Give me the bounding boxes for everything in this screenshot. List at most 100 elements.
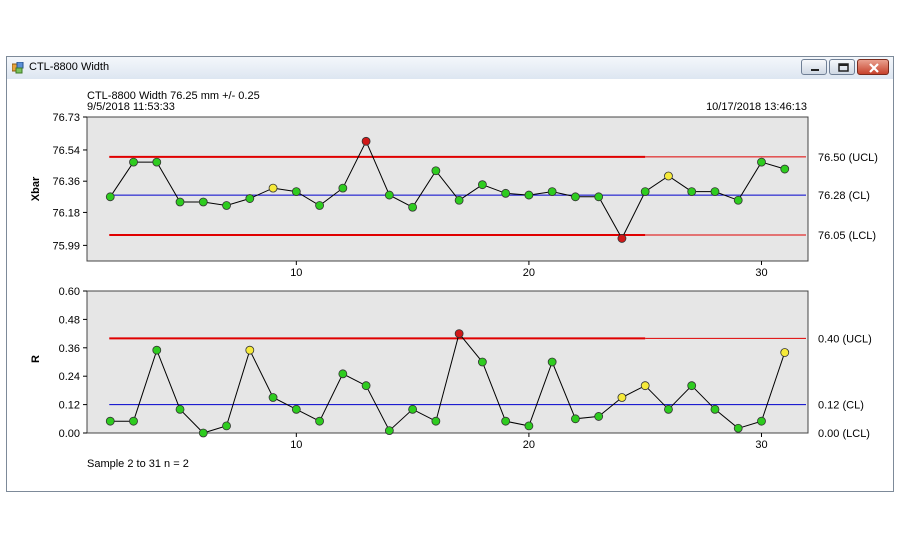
close-icon [869,63,879,73]
xbar-ytick-label: 76.36 [52,176,80,188]
range-data-point [338,369,348,379]
chart-header-title: CTL-8800 Width 76.25 mm +/- 0.25 [87,90,260,102]
range-ytick-label: 0.36 [59,343,80,355]
range-data-point [431,416,441,426]
range-lcl-label: 0.00 (LCL) [818,428,870,440]
range-data-point [175,404,185,414]
xbar-data-point [640,187,650,197]
range-ytick-label: 0.60 [59,286,80,298]
xbar-data-point [268,183,278,193]
control-chart-svg: CTL-8800 Width 76.25 mm +/- 0.25 9/5/201… [30,90,878,470]
xbar-ytick-label: 75.99 [52,240,80,252]
xbar-data-point [733,195,743,205]
xbar-xtick-label: 10 [290,267,302,279]
range-data-point [733,423,743,433]
xbar-ucl-label: 76.50 (UCL) [818,152,878,164]
xbar-data-point [105,192,115,202]
xbar-data-point [454,195,464,205]
minimize-button[interactable] [801,59,827,75]
range-data-point [105,416,115,426]
xbar-plot-area [86,116,809,262]
xbar-data-point [384,190,394,200]
xbar-ytick-label: 76.18 [52,207,80,219]
range-data-point [757,416,766,426]
app-icon [12,62,24,74]
chart-start-time: 9/5/2018 11:53:33 [87,101,175,113]
range-chart: 0.60 0.48 0.36 0.24 0.12 0.00 10 20 30 R 0.40 (UCL… [30,286,872,451]
xbar-data-point [477,180,487,190]
range-data-point [129,416,138,426]
range-data-point [477,357,487,367]
xbar-data-point [152,157,162,167]
xbar-data-point [687,187,697,197]
xbar-xtick-label: 30 [755,267,767,279]
range-data-point [245,345,255,355]
title-bar[interactable]: CTL-8800 Width [7,57,893,80]
xbar-data-point [431,166,441,176]
range-data-point [710,404,720,414]
xbar-data-point [571,192,580,202]
xbar-data-point [617,234,627,243]
xbar-xtick-label: 20 [523,267,535,279]
range-data-point [222,421,231,431]
xbar-cl-label: 76.28 (CL) [818,190,870,202]
xbar-data-point [594,192,604,202]
xbar-data-point [338,183,348,193]
chart-window: CTL-8800 Width CTL-8800 Width 76.25 mm +… [6,56,894,492]
xbar-data-point [524,190,534,200]
range-ylabel: R [30,355,42,363]
range-cl-label: 0.12 (CL) [818,400,864,412]
maximize-icon [838,63,849,72]
range-data-point [640,381,650,391]
range-data-point [594,412,604,421]
xbar-data-point [501,188,511,198]
chart-end-time: 10/17/2018 13:46:13 [706,101,807,113]
maximize-button[interactable] [829,59,855,75]
range-data-point [664,404,673,414]
range-ytick-label: 0.00 [59,428,80,440]
xbar-data-point [710,187,720,197]
range-data-point [547,357,557,367]
xbar-data-point [198,197,208,207]
xbar-data-point [757,157,766,167]
xbar-data-point [664,171,673,181]
sample-range-text: Sample 2 to 31 n = 2 [87,458,189,470]
xbar-data-point [222,201,231,210]
xbar-data-point [780,164,790,174]
xbar-data-point [291,187,301,197]
range-data-point [361,381,371,391]
xbar-data-point [315,201,324,210]
range-xtick-label: 20 [523,439,535,451]
xbar-data-point [408,202,418,212]
range-data-point [571,414,580,424]
chart-area: CTL-8800 Width 76.25 mm +/- 0.25 9/5/201… [7,79,893,491]
range-data-point [408,404,418,414]
minimize-icon [811,69,819,71]
range-ucl-label: 0.40 (UCL) [818,333,872,345]
xbar-data-point [361,136,371,146]
range-data-point [198,428,208,438]
window-title: CTL-8800 Width [29,61,110,73]
range-data-point [291,404,301,414]
range-data-point [524,421,534,431]
xbar-data-point [129,157,138,167]
range-xtick-label: 10 [290,439,302,451]
range-data-point [454,329,464,339]
range-data-point [687,381,697,391]
range-data-point [617,393,627,402]
range-ytick-label: 0.24 [59,371,80,383]
range-data-point [268,393,278,402]
xbar-chart: 76.73 76.54 76.36 76.18 75.99 10 20 30 Xbar 76.50… [30,112,878,279]
range-data-point [780,348,790,357]
xbar-ytick-label: 76.73 [52,112,80,124]
range-plot-area [86,290,809,434]
range-data-point [315,416,324,426]
close-button[interactable] [857,59,889,75]
range-data-point [501,416,511,426]
xbar-ylabel: Xbar [30,176,42,201]
xbar-data-point [547,187,557,197]
xbar-data-point [175,197,185,207]
xbar-lcl-label: 76.05 (LCL) [818,230,876,242]
range-data-point [152,345,162,355]
range-xtick-label: 30 [755,439,767,451]
